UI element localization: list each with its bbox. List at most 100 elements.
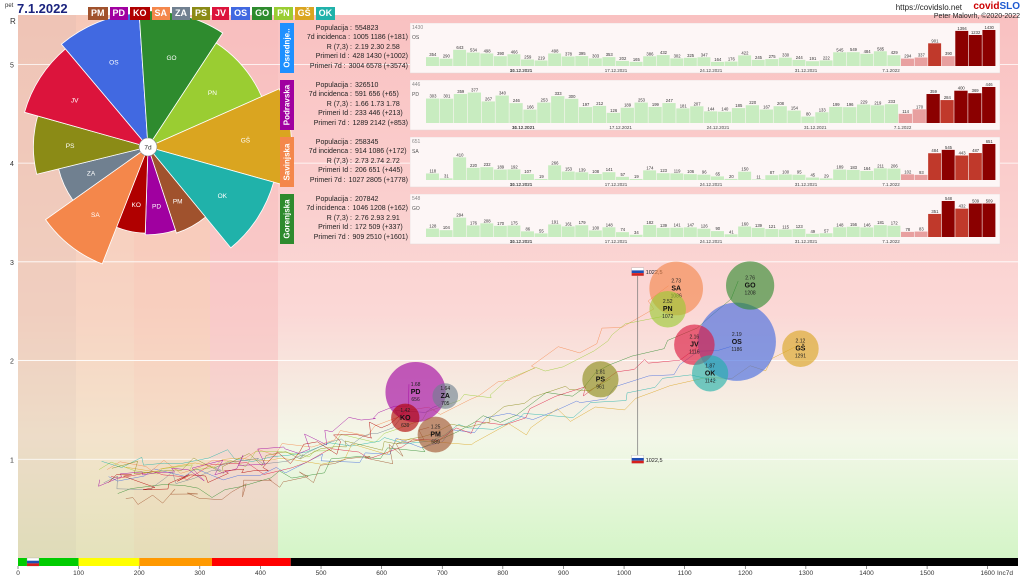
- region-tag[interactable]: KO: [130, 7, 150, 20]
- mini-bar: [634, 102, 648, 123]
- mini-bar-label: 140: [721, 107, 729, 112]
- mini-bar: [426, 57, 439, 66]
- bubble-ok: [692, 355, 729, 392]
- mini-bar: [819, 60, 833, 66]
- mini-bar: [765, 229, 779, 237]
- mini-bar: [534, 178, 548, 180]
- region-card: Gorenjska Populacija :207842 7d incidenca …: [280, 194, 1000, 246]
- trajectory-line: [101, 374, 717, 468]
- mini-bar-label: 354: [429, 52, 437, 57]
- region-tag[interactable]: SA: [151, 7, 171, 20]
- mini-date-label: 7.1.2022: [882, 68, 900, 73]
- mini-bar-label: 208: [777, 101, 785, 106]
- stat-row: R (7,3) :1.66 1.73 1.78: [326, 100, 400, 108]
- mini-bar: [426, 173, 439, 180]
- mini-bar-label: 93: [919, 170, 924, 175]
- mini-bar-label: 220: [749, 100, 757, 105]
- mini-bar: [656, 173, 670, 180]
- mini-chart-code: GO: [412, 206, 420, 212]
- mini-bar-label: 369: [972, 88, 980, 93]
- mini-bar: [683, 227, 697, 237]
- mini-bar: [860, 53, 874, 66]
- bubble-r-label: 2.12: [796, 339, 806, 345]
- mini-bar-label: 19: [634, 174, 639, 179]
- region-tag[interactable]: PS: [192, 7, 211, 20]
- mini-bar: [704, 111, 718, 123]
- mini-bar: [968, 93, 982, 123]
- mini-bar-label: 170: [497, 221, 505, 226]
- bubble-code-label: PN: [663, 306, 673, 313]
- mini-bar-label: 114: [902, 109, 909, 114]
- mini-bar-label: 275: [769, 54, 777, 59]
- mini-bar-label: 545: [836, 47, 844, 52]
- region-tag[interactable]: PM: [88, 7, 108, 20]
- mini-bar: [941, 149, 955, 180]
- mini-bar-label: 150: [741, 167, 749, 172]
- mini-bar: [629, 234, 643, 237]
- mini-bar-label: 259: [524, 54, 532, 59]
- pie-slice-label: SA: [91, 212, 100, 219]
- bubble-r-label: 1.87: [705, 363, 715, 369]
- mini-bar: [521, 174, 534, 180]
- mini-bar-label: 147: [687, 222, 695, 227]
- mini-bar-label: 353: [606, 52, 614, 57]
- mini-bar-label: 484: [931, 148, 939, 153]
- mini-bar: [717, 111, 732, 123]
- region-tag[interactable]: GŠ: [294, 7, 314, 20]
- stat-row: Primeri 7d :3004 6578 (+3574): [309, 62, 408, 70]
- mini-bar: [954, 90, 968, 123]
- slovenia-flag-stripe: [631, 457, 644, 461]
- mini-bar: [426, 98, 440, 123]
- region-tag[interactable]: JV: [212, 7, 230, 20]
- mini-bar-label: 121: [769, 224, 777, 229]
- region-tag[interactable]: OS: [231, 7, 251, 20]
- mini-bar: [439, 58, 453, 66]
- mini-bar-label: 359: [457, 89, 465, 94]
- x-tick-label: 500: [316, 570, 327, 576]
- mini-bar: [724, 178, 738, 180]
- region-tag[interactable]: OK: [315, 7, 336, 20]
- region-tag[interactable]: ZA: [172, 7, 191, 20]
- y-tick-label: 4: [10, 161, 14, 168]
- mini-bar-label: 174: [646, 165, 654, 170]
- mini-bar: [914, 57, 928, 66]
- mini-bar: [711, 231, 724, 237]
- region-tag[interactable]: GO: [252, 7, 273, 20]
- mini-bar-label: 378: [565, 51, 573, 56]
- region-card-name: Gorenjska: [280, 194, 294, 244]
- mini-bar: [745, 105, 760, 123]
- mini-bar-label: 49: [810, 229, 815, 234]
- region-card-name: Savinjska: [280, 137, 294, 187]
- mini-date-label: 10.12.2021: [510, 182, 533, 187]
- mini-bar-label: 390: [945, 51, 953, 56]
- mini-bar-label: 487: [972, 148, 980, 153]
- region-tag[interactable]: PN: [274, 7, 293, 20]
- site-url[interactable]: https://covidslo.net: [895, 3, 962, 12]
- mini-bar-label: 83: [919, 227, 924, 232]
- pie-slice-label: ZA: [87, 170, 96, 177]
- region-tag-bar: PM PD KO SA ZA PS JV OS GO PN GŠ OK: [88, 3, 337, 21]
- mini-date-label: 17.12.2021: [605, 68, 628, 73]
- mini-bar: [968, 34, 982, 66]
- bubble-inc-label: 1116: [689, 350, 700, 356]
- region-tag[interactable]: PD: [109, 7, 129, 20]
- mini-bar-label: 153: [565, 167, 573, 172]
- mini-bar-label: 534: [470, 48, 478, 53]
- mini-date-label: 7.1.2022: [894, 125, 912, 130]
- mini-bar: [509, 103, 523, 123]
- mini-bar-label: 128: [429, 224, 437, 229]
- bubble-inc-label: 1072: [662, 314, 673, 320]
- mini-bar: [955, 208, 969, 237]
- credit: Peter Malovrh, ©2020-2022: [933, 13, 1020, 20]
- slovenia-value-label: 1022,5: [646, 270, 663, 276]
- mini-bar: [792, 174, 806, 180]
- mini-bar: [507, 54, 521, 66]
- slovenia-markers: 1022,5 1022,5: [631, 267, 663, 464]
- mini-bar: [928, 213, 942, 237]
- mini-bar-label: 232: [484, 162, 492, 167]
- mini-bar-label: 57: [620, 172, 625, 177]
- mini-bar: [856, 104, 871, 123]
- x-tick-label: 700: [437, 570, 448, 576]
- pie-slice-label: PN: [208, 90, 217, 97]
